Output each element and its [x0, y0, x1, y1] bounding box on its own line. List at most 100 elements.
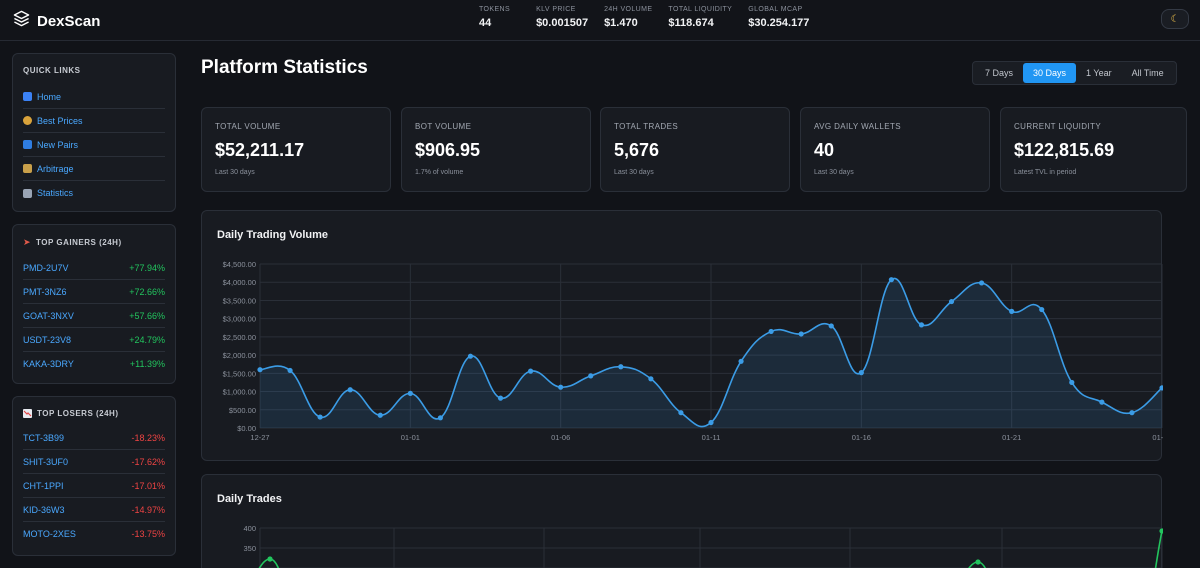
- stat-value: $0.001507: [536, 17, 589, 29]
- card-value: $52,211.17: [215, 140, 305, 160]
- top-header: DexScan TOKENS 44 KLV PRICE $0.001507 24…: [0, 0, 1200, 41]
- loser-row[interactable]: MOTO-2XES -13.75%: [23, 522, 165, 546]
- stat-label: KLV PRICE: [536, 6, 576, 13]
- volume-data-point: [377, 412, 383, 418]
- page-title: Platform Statistics: [201, 57, 368, 78]
- card-subtext: 1.7% of volume: [415, 169, 464, 176]
- y-tick-label: 400: [243, 524, 256, 533]
- volume-data-point: [1039, 306, 1045, 313]
- quick-link-best-prices[interactable]: Best Prices: [23, 109, 165, 133]
- price-change: -14.97%: [131, 504, 165, 515]
- brand[interactable]: DexScan: [13, 10, 100, 32]
- layers-icon: [13, 10, 30, 32]
- y-tick-label: $2,500.00: [223, 333, 256, 342]
- stat-value: $30.254.177: [748, 17, 810, 29]
- trend-icon: [23, 188, 32, 198]
- card-label: BOT VOLUME: [415, 122, 472, 131]
- y-tick-label: $4,000.00: [223, 278, 256, 287]
- volume-data-point: [287, 367, 293, 374]
- top-gainers-header: ➤ TOP GAINERS (24H): [23, 237, 165, 248]
- y-tick-label: $500.00: [229, 406, 256, 415]
- quick-link-new-pairs[interactable]: New Pairs: [23, 133, 165, 157]
- daily-volume-chart[interactable]: $0.00 $500.00 $1,000.00 $1,500.00 $2,000.00 $…: [202, 211, 1163, 462]
- header-stats: TOKENS 44 KLV PRICE $0.001507 24H VOLUME…: [479, 6, 825, 29]
- stat-label: GLOBAL MCAP: [748, 6, 803, 13]
- gainer-row[interactable]: KAKA-3DRY +11.39%: [23, 352, 165, 376]
- volume-data-point: [828, 323, 834, 329]
- volume-data-point: [347, 387, 353, 393]
- loser-row[interactable]: KID-36W3 -14.97%: [23, 498, 165, 522]
- card-subtext: Last 30 days: [614, 169, 654, 176]
- range-all-time-button[interactable]: All Time: [1131, 68, 1164, 78]
- y-tick-label: $1,000.00: [223, 388, 256, 397]
- money-bag-icon: [23, 116, 32, 125]
- token-symbol[interactable]: USDT-23V8: [23, 334, 72, 345]
- quick-link-label: Home: [37, 91, 62, 102]
- volume-data-point: [948, 298, 955, 305]
- volume-data-point: [648, 376, 654, 382]
- volume-data-point: [437, 415, 443, 421]
- token-symbol[interactable]: GOAT-3NXV: [23, 310, 74, 321]
- token-symbol[interactable]: SHIT-3UF0: [23, 456, 69, 467]
- quick-link-label: Statistics: [37, 188, 74, 198]
- theme-toggle-button[interactable]: ☾: [1161, 9, 1189, 29]
- price-change: +72.66%: [129, 286, 165, 297]
- top-losers-panel: TOP LOSERS (24H) TCT-3B99 -18.23% SHIT-3…: [12, 396, 176, 556]
- token-symbol[interactable]: PMD-2U7V: [23, 262, 69, 273]
- price-change: +11.39%: [129, 359, 165, 369]
- chart-icon: [23, 92, 32, 101]
- y-tick-label: $4,500.00: [223, 260, 256, 269]
- gainer-row[interactable]: PMD-2U7V +77.94%: [23, 256, 165, 280]
- gainer-row[interactable]: USDT-23V8 +24.79%: [23, 328, 165, 352]
- card-value: $906.95: [415, 140, 481, 160]
- token-symbol[interactable]: KID-36W3: [23, 504, 65, 515]
- quick-link-arbitrage[interactable]: Arbitrage: [23, 157, 165, 181]
- trades-data-point: [975, 559, 981, 565]
- loser-row[interactable]: TCT-3B99 -18.23%: [23, 426, 165, 450]
- volume-area: [260, 278, 1162, 428]
- card-label: TOTAL TRADES: [614, 122, 679, 131]
- rocket-icon: ➤: [23, 237, 32, 247]
- trades-line: [1154, 530, 1163, 568]
- card-subtext: Last 30 days: [814, 169, 854, 176]
- header-stat-tokens: TOKENS 44: [479, 6, 510, 29]
- volume-data-point: [858, 370, 864, 376]
- volume-data-point: [588, 373, 594, 379]
- quick-link-label: Arbitrage: [37, 163, 74, 174]
- token-symbol[interactable]: TCT-3B99: [23, 432, 65, 443]
- card-subtext: Last 30 days: [215, 169, 255, 176]
- volume-data-point: [1159, 385, 1163, 391]
- stat-value: 44: [479, 17, 492, 29]
- header-stat-total-liquidity: TOTAL LIQUIDITY $118.674: [668, 6, 732, 29]
- x-tick-label: 01-21: [1002, 433, 1021, 442]
- loser-row[interactable]: CHT-1PPI -17.01%: [23, 474, 165, 498]
- volume-data-point: [528, 368, 534, 374]
- header-stat-global-mcap: GLOBAL MCAP $30.254.177: [748, 6, 809, 29]
- price-change: -13.75%: [131, 529, 165, 539]
- y-tick-label: $3,000.00: [223, 315, 256, 324]
- volume-data-point: [467, 353, 474, 359]
- range-7-days-button[interactable]: 7 Days: [985, 68, 1014, 78]
- daily-trades-chart[interactable]: 400 350: [202, 475, 1163, 568]
- card-value: 5,676: [614, 140, 660, 160]
- token-symbol[interactable]: PMT-3NZ6: [23, 286, 67, 297]
- price-change: +24.79%: [129, 334, 165, 345]
- header-stat-24h-volume: 24H VOLUME $1.470: [604, 6, 652, 29]
- x-tick-label: 01-06: [551, 433, 570, 442]
- range-30-days-button[interactable]: 30 Days: [1023, 63, 1077, 83]
- gainer-row[interactable]: GOAT-3NXV +57.66%: [23, 304, 165, 328]
- range-1-year-button[interactable]: 1 Year: [1086, 68, 1112, 78]
- token-symbol[interactable]: MOTO-2XES: [23, 529, 76, 539]
- gainer-row[interactable]: PMT-3NZ6 +72.66%: [23, 280, 165, 304]
- volume-data-point: [317, 414, 323, 420]
- token-symbol[interactable]: KAKA-3DRY: [23, 359, 74, 369]
- price-change: +57.66%: [129, 310, 165, 321]
- card-label: CURRENT LIQUIDITY: [1014, 122, 1102, 131]
- loser-row[interactable]: SHIT-3UF0 -17.62%: [23, 450, 165, 474]
- token-symbol[interactable]: CHT-1PPI: [23, 480, 64, 491]
- quick-link-statistics[interactable]: Statistics: [23, 181, 165, 205]
- volume-data-point: [1069, 379, 1075, 386]
- stat-label: TOTAL LIQUIDITY: [668, 6, 733, 13]
- volume-data-point: [558, 384, 564, 390]
- quick-link-home[interactable]: Home: [23, 85, 165, 109]
